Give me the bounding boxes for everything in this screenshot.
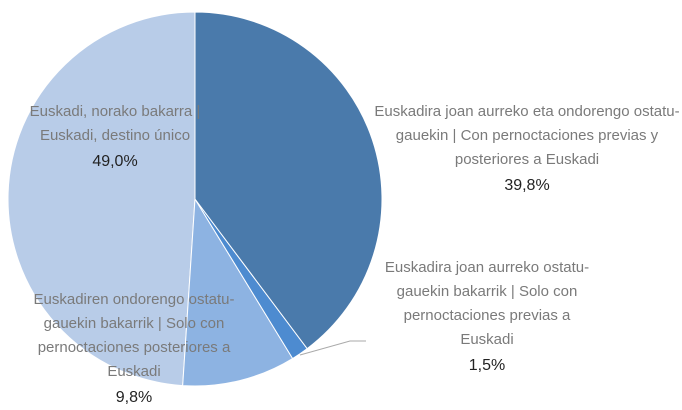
slice-label: Euskadira joan aurreko ostatu-gauekin ba… — [382, 256, 592, 378]
leader-line — [299, 340, 366, 356]
category-label: Euskadiren ondorengo ostatu-gauekin baka… — [33, 291, 235, 380]
value-label: 1,5% — [468, 357, 506, 374]
slice-label: Euskadi, norako bakarra | Euskadi, desti… — [5, 100, 225, 174]
category-label: Euskadira joan aurreko eta ondorengo ost… — [374, 103, 680, 168]
pie-slice — [7, 11, 196, 387]
slice-label: Euskadira joan aurreko eta ondorengo ost… — [372, 100, 682, 198]
category-label: Euskadi, norako bakarra | Euskadi, desti… — [29, 103, 201, 144]
pie-slice — [182, 197, 294, 387]
value-label: 9,8% — [115, 389, 153, 406]
value-label: 39,8% — [504, 177, 550, 194]
pie-slice — [194, 11, 383, 350]
category-label: Euskadira joan aurreko ostatu-gauekin ba… — [384, 259, 590, 348]
value-label: 49,0% — [92, 153, 138, 170]
slice-label: Euskadiren ondorengo ostatu-gauekin baka… — [9, 288, 259, 410]
